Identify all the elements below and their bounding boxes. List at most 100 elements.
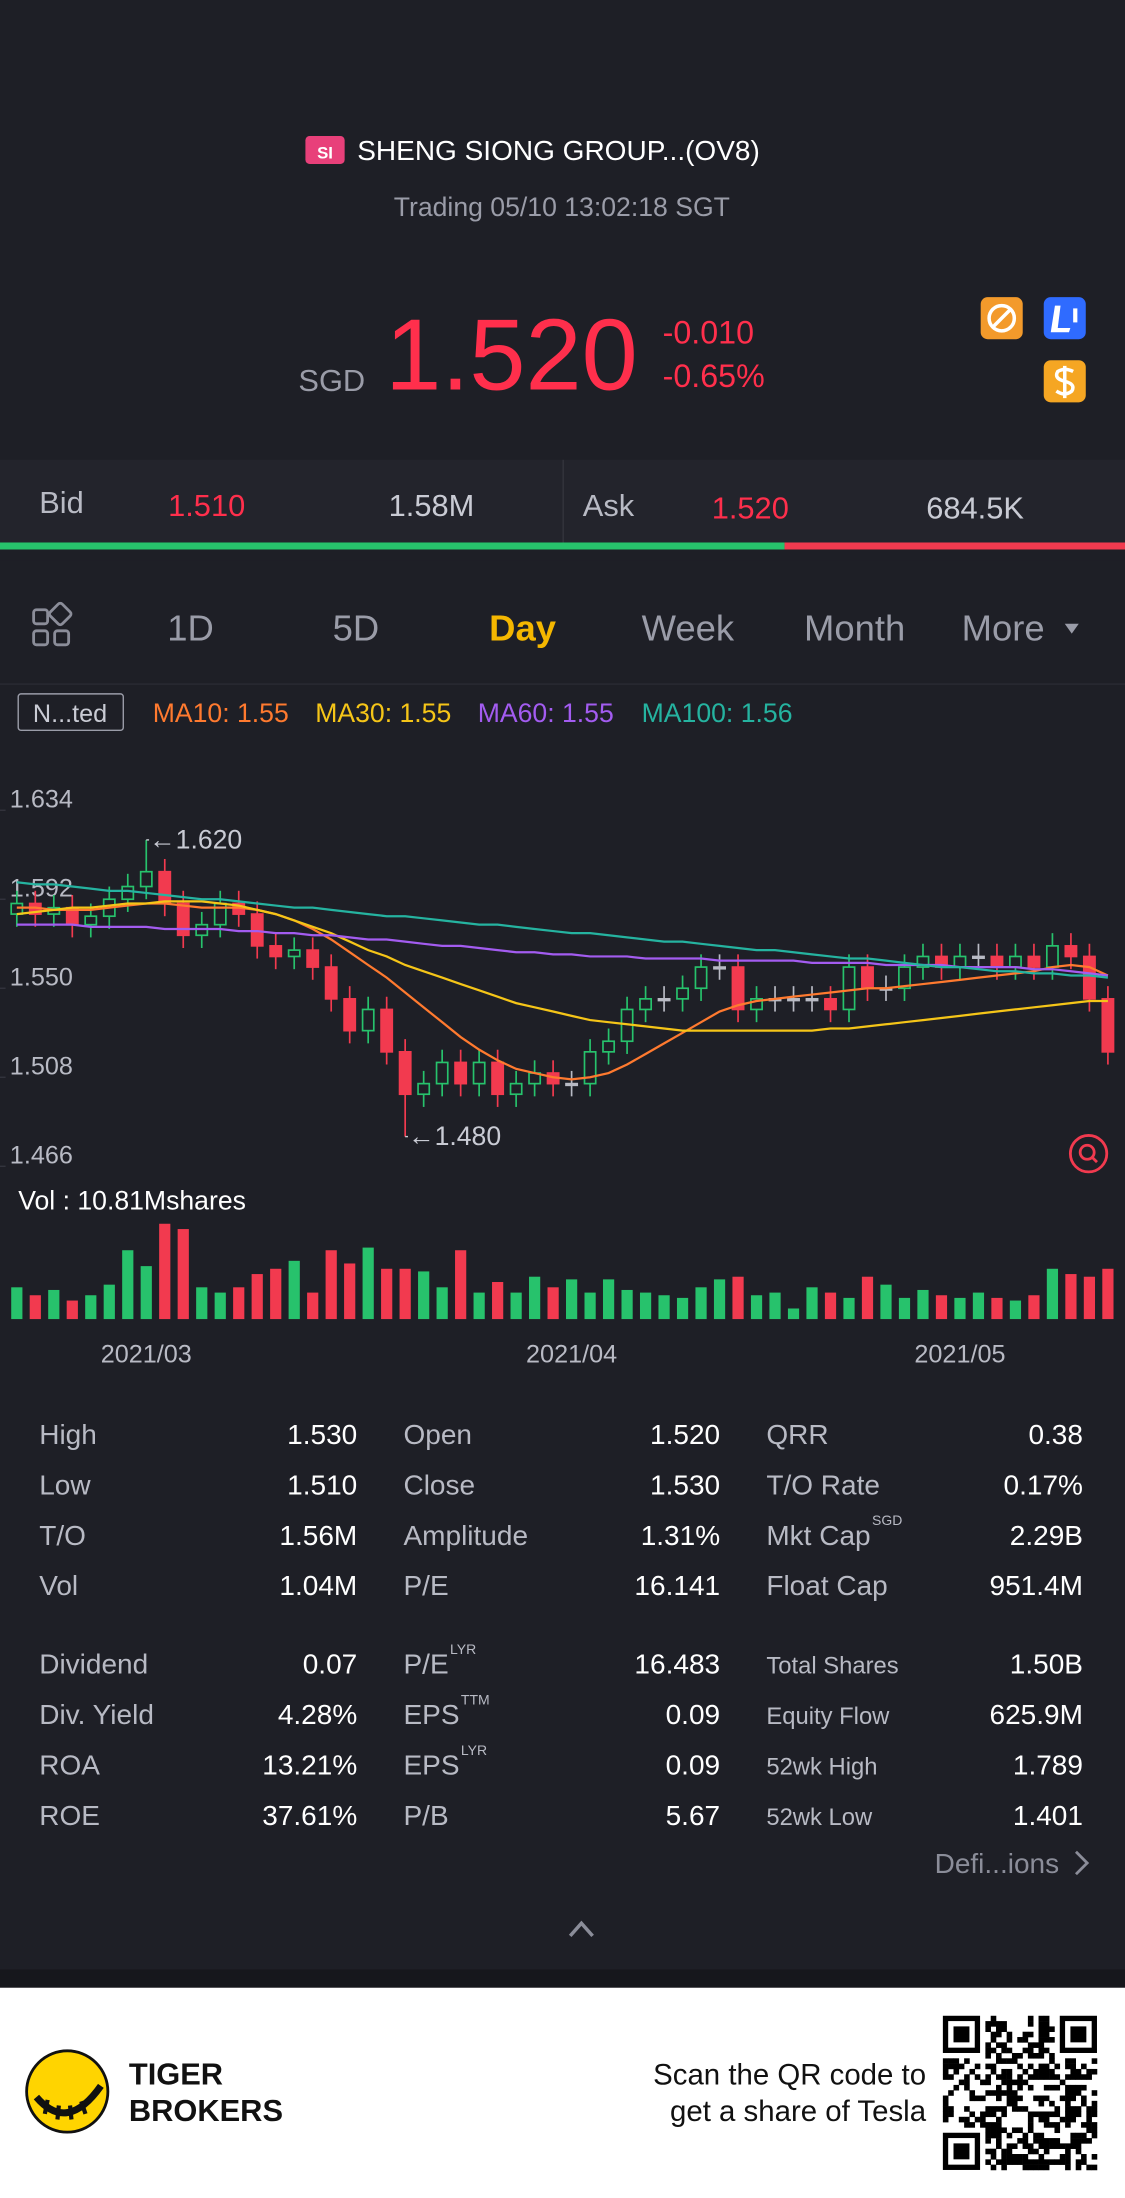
indicator-button-box[interactable] — [17, 693, 124, 732]
qr-module — [1017, 2138, 1023, 2144]
qr-module — [964, 2116, 970, 2123]
candle-body — [990, 955, 1004, 968]
qr-module — [980, 2095, 986, 2102]
volume-bar — [177, 1229, 189, 1320]
period-tab[interactable]: 5D — [333, 608, 380, 649]
x-tick-label: 2021/05 — [914, 1341, 1005, 1369]
stat-value: 5.67 — [666, 1800, 721, 1831]
level-icon-glyph — [1050, 305, 1071, 333]
qr-module — [1027, 2164, 1034, 2171]
qr-module — [1043, 2026, 1050, 2032]
stat-value: 1.530 — [650, 1469, 720, 1500]
candle-body — [139, 870, 153, 888]
zoom-icon[interactable] — [1068, 1134, 1109, 1174]
candle-body — [750, 998, 763, 1011]
qr-module — [1091, 2111, 1098, 2118]
volume-bar — [270, 1268, 282, 1320]
qr-module — [1086, 2116, 1092, 2123]
qr-module — [990, 2090, 997, 2096]
period-tab[interactable]: Month — [804, 608, 905, 649]
collapse-caret[interactable] — [568, 1920, 594, 1938]
qr-module — [1017, 2154, 1023, 2160]
qr-module — [990, 2122, 997, 2128]
logo-stripe — [42, 2099, 88, 2120]
qr-module — [948, 2111, 954, 2118]
qr-module — [1011, 2100, 1018, 2107]
qr-module — [1049, 2111, 1055, 2118]
alert-icon-glyph — [987, 303, 1017, 333]
qr-module — [1065, 2100, 1071, 2107]
volume-bar — [1009, 1300, 1022, 1320]
tab-bar — [0, 560, 1125, 685]
period-tab[interactable]: 1D — [167, 608, 214, 649]
period-tab[interactable]: Week — [642, 608, 735, 649]
stat-label: Dividend — [39, 1649, 148, 1680]
candle-body — [972, 955, 985, 959]
candle-body — [158, 870, 172, 905]
definitions-link[interactable]: Defi...ions — [935, 1848, 1060, 1879]
qr-module — [1006, 2031, 1013, 2038]
qr-module — [1091, 2106, 1098, 2112]
qr-module — [1027, 2031, 1034, 2038]
stat-value: 2.29B — [1010, 1520, 1083, 1551]
definitions-chevron — [1074, 1850, 1090, 1876]
qr-module — [1038, 2159, 1045, 2165]
candle-body — [398, 1050, 412, 1096]
candle-body — [417, 1082, 431, 1096]
volume-bar — [1028, 1295, 1040, 1320]
qr-module — [985, 2127, 991, 2134]
qr-module — [1043, 2138, 1050, 2144]
bid-size: 1.58M — [389, 488, 475, 523]
layout-toggle[interactable] — [32, 601, 73, 647]
qr-module — [1006, 2079, 1013, 2086]
candle-body — [84, 915, 98, 926]
qr-module — [1054, 2063, 1061, 2070]
qr-module — [990, 2127, 997, 2134]
stat-value: 1.56M — [279, 1520, 357, 1551]
qr-module — [990, 2111, 997, 2118]
qr-module — [1043, 2164, 1050, 2171]
qr-module — [1049, 2138, 1055, 2144]
qr-module — [953, 2058, 960, 2064]
qr-module — [1059, 2143, 1066, 2149]
qr-module — [1001, 2090, 1007, 2096]
zoom-icon-glyph — [1078, 1143, 1096, 1161]
qr-module — [985, 2090, 991, 2096]
qr-module — [996, 2095, 1002, 2102]
qr-module — [1049, 2026, 1055, 2032]
volume-bar — [954, 1297, 966, 1320]
qr-module — [1054, 2143, 1061, 2149]
qr-module — [985, 2026, 991, 2032]
volume-bar — [1083, 1276, 1096, 1320]
qr-module — [964, 2058, 970, 2064]
stat-label: Close — [403, 1469, 475, 1500]
qr-module — [964, 2079, 970, 2086]
candle-body — [343, 998, 357, 1032]
period-tab[interactable]: More — [962, 608, 1045, 649]
qr-module — [990, 2154, 997, 2160]
qr-module — [1075, 2111, 1082, 2118]
qr-module — [1065, 2111, 1071, 2118]
qr-module — [996, 2122, 1002, 2128]
qr-module — [1001, 2148, 1007, 2155]
qr-module — [1070, 2106, 1077, 2112]
qr-module — [1070, 2132, 1077, 2139]
qr-module — [1033, 2052, 1039, 2059]
candle-body — [306, 949, 320, 968]
qr-module — [1038, 2164, 1045, 2171]
qr-module — [1027, 2159, 1034, 2165]
level-icon[interactable] — [1043, 297, 1086, 340]
candle-body — [657, 998, 671, 1002]
qr-module — [948, 2074, 954, 2080]
qr-module — [996, 2031, 1002, 2038]
stat-label: EPS — [403, 1699, 459, 1730]
qr-module — [1006, 2148, 1013, 2155]
qr-module — [1027, 2074, 1034, 2080]
qr-module — [969, 2068, 976, 2075]
qr-module — [996, 2159, 1002, 2165]
qr-module — [969, 2095, 976, 2102]
qr-module — [1075, 2164, 1082, 2171]
period-tab[interactable]: Day — [489, 608, 557, 649]
qr-module — [1038, 2138, 1045, 2144]
grid-icon — [48, 601, 73, 627]
